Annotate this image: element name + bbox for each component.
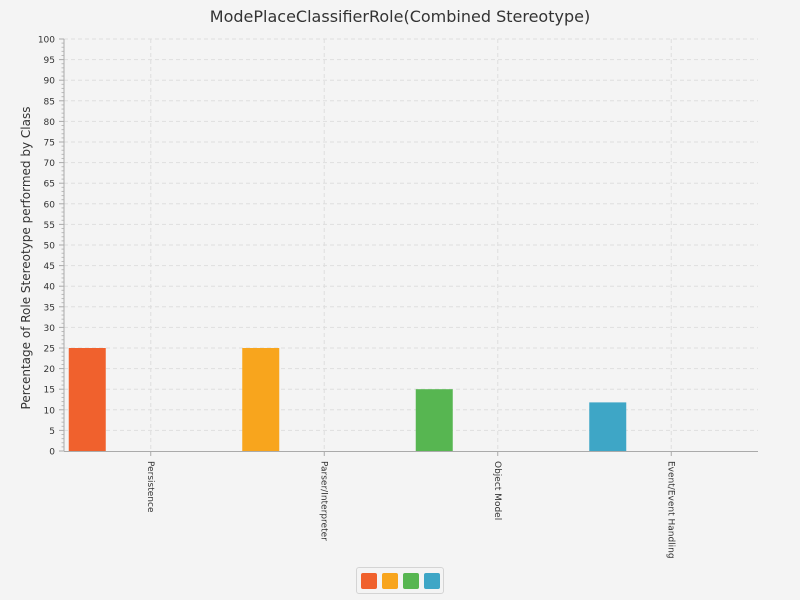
axes — [59, 38, 758, 456]
y-tick-label: 30 — [44, 324, 56, 334]
y-tick-label: 45 — [44, 262, 55, 272]
y-tick-label: 0 — [49, 448, 55, 458]
y-tick-label: 55 — [44, 221, 55, 231]
y-tick-label: 75 — [44, 139, 55, 149]
y-tick-label: 70 — [44, 159, 56, 169]
x-tick-label: Object Model — [492, 461, 502, 520]
y-tick-label: 65 — [44, 180, 55, 190]
y-tick-label: 10 — [44, 406, 56, 416]
y-tick-label: 90 — [44, 77, 56, 87]
y-tick-label: 60 — [44, 200, 56, 210]
legend-swatch — [423, 572, 440, 589]
x-tick-label: Parser/Interpreter — [318, 461, 328, 541]
y-tick-label: 15 — [44, 386, 55, 396]
x-tick-label: Persistence — [145, 461, 155, 513]
chart-title: ModePlaceClassifierRole(Combined Stereot… — [209, 7, 591, 26]
legend-swatch — [402, 572, 419, 589]
y-tick-label: 35 — [44, 303, 55, 313]
vertical-gridlines — [150, 39, 672, 451]
y-tick-label: 20 — [44, 365, 56, 375]
x-tick-label: Event/Event Handling — [665, 461, 675, 559]
bars — [68, 348, 627, 451]
y-tick-label: 80 — [44, 118, 56, 128]
legend-swatch — [381, 572, 398, 589]
bar-persistence — [68, 348, 106, 451]
y-tick-label: 25 — [44, 345, 55, 355]
horizontal-gridlines — [64, 38, 758, 431]
y-tick-labels: 0 5 10 15 20 25 30 35 40 45 50 55 60 65 70 75 80 85 90 95 10… — [38, 36, 55, 458]
y-tick-label: 95 — [44, 56, 55, 66]
x-tick-labels: Persistence Parser/Interpreter Object Mode… — [145, 461, 676, 559]
legend — [356, 567, 444, 594]
bar-parser-interpreter — [242, 348, 280, 451]
y-tick-label: 40 — [44, 283, 56, 293]
y-tick-label: 50 — [44, 242, 56, 252]
bar-object-model — [415, 389, 453, 451]
y-tick-label: 5 — [49, 427, 55, 437]
legend-swatch — [360, 572, 377, 589]
bar-event-event-handling — [589, 402, 627, 451]
y-tick-label: 85 — [44, 97, 55, 107]
y-tick-label: 100 — [38, 36, 55, 46]
